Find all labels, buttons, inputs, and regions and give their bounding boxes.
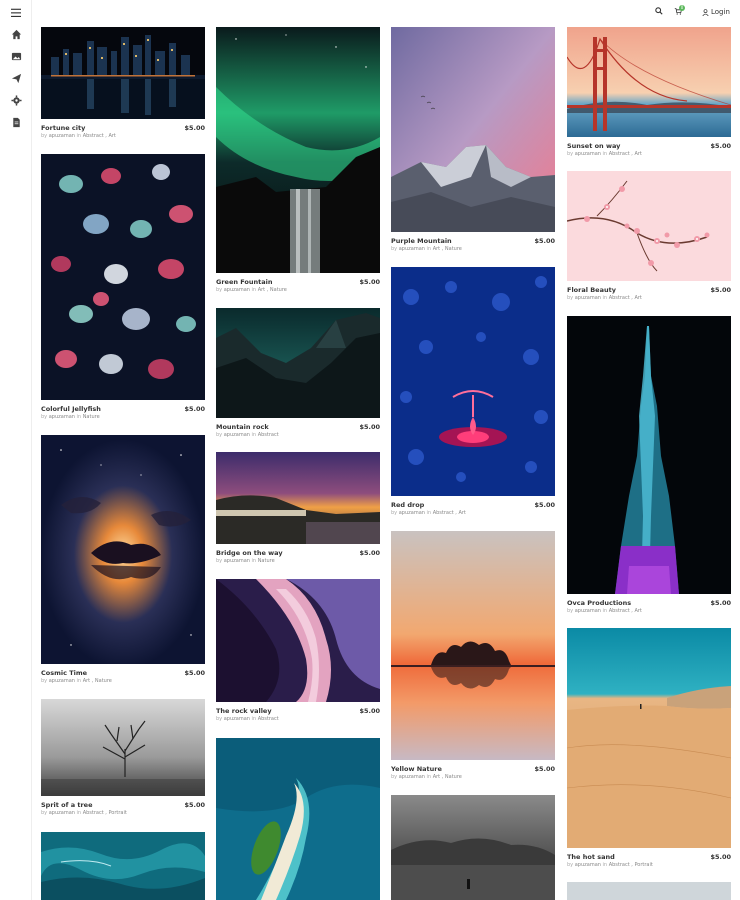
product-card-mountain-rock[interactable]: Mountain rock $5.00 by apuzaman in Abstr… bbox=[216, 308, 380, 438]
product-byline: by apuzaman in Abstract , Portrait bbox=[567, 862, 653, 868]
product-byline: by apuzaman in Abstract , Art bbox=[41, 133, 116, 139]
product-byline: by apuzaman in Abstract , Art bbox=[391, 510, 466, 516]
product-card-colorful-jellyfish[interactable]: Colorful Jellyfish $5.00 by apuzaman in … bbox=[41, 154, 205, 420]
product-card-yellow-nature[interactable]: Yellow Nature $5.00 by apuzaman in Art ,… bbox=[391, 531, 555, 780]
cart-icon[interactable]: 0 bbox=[674, 5, 685, 15]
product-card-ovca-productions[interactable]: Ovca Productions $5.00 by apuzaman in Ab… bbox=[567, 316, 731, 614]
product-card-bridge-on-the-way[interactable]: Bridge on the way $5.00 by apuzaman in N… bbox=[216, 452, 380, 564]
product-image[interactable] bbox=[391, 531, 555, 760]
product-image[interactable] bbox=[41, 435, 205, 664]
product-image[interactable] bbox=[216, 27, 380, 273]
login-label: Login bbox=[711, 8, 730, 16]
product-card-purple-mountain[interactable]: Purple Mountain $5.00 by apuzaman in Art… bbox=[391, 27, 555, 252]
product-image[interactable] bbox=[216, 452, 380, 544]
product-card-the-hot-sand[interactable]: The hot sand $5.00 by apuzaman in Abstra… bbox=[567, 628, 731, 868]
product-title[interactable]: Green Fountain bbox=[216, 278, 273, 286]
product-image[interactable] bbox=[391, 27, 555, 232]
product-price: $5.00 bbox=[359, 707, 380, 715]
product-price: $5.00 bbox=[359, 423, 380, 431]
product-price: $5.00 bbox=[359, 549, 380, 557]
product-card-floral-beauty[interactable]: Floral Beauty $5.00 by apuzaman in Abstr… bbox=[567, 171, 731, 301]
product-title[interactable]: Sprit of a tree bbox=[41, 801, 93, 809]
product-card-red-drop[interactable]: Red drop $5.00 by apuzaman in Abstract ,… bbox=[391, 267, 555, 516]
product-title[interactable]: Bridge on the way bbox=[216, 549, 283, 557]
product-image[interactable] bbox=[41, 154, 205, 400]
product-title[interactable]: Fortune city bbox=[41, 124, 86, 132]
login-link[interactable]: Login bbox=[702, 6, 730, 18]
product-byline: by apuzaman in Abstract , Portrait bbox=[41, 810, 127, 816]
product-card-green-fountain[interactable]: Green Fountain $5.00 by apuzaman in Art … bbox=[216, 27, 380, 293]
product-title[interactable]: Purple Mountain bbox=[391, 237, 452, 245]
cart-count-badge: 0 bbox=[679, 5, 685, 11]
product-byline: by apuzaman in Abstract bbox=[216, 716, 279, 722]
product-image[interactable] bbox=[216, 579, 380, 702]
product-image[interactable] bbox=[567, 882, 731, 900]
product-card-fortune-city[interactable]: Fortune city $5.00 by apuzaman in Abstra… bbox=[41, 27, 205, 139]
product-card-sprit-of-a-tree[interactable]: Sprit of a tree $5.00 by apuzaman in Abs… bbox=[41, 699, 205, 816]
product-price: $5.00 bbox=[710, 142, 731, 150]
product-byline: by apuzaman in Abstract , Art bbox=[567, 608, 642, 614]
product-byline: by apuzaman in Art , Nature bbox=[391, 246, 462, 252]
product-title[interactable]: Yellow Nature bbox=[391, 765, 442, 773]
product-card-ocean[interactable] bbox=[41, 832, 205, 900]
home-icon[interactable] bbox=[8, 26, 24, 42]
product-price: $5.00 bbox=[184, 405, 205, 413]
product-byline: by apuzaman in Art , Nature bbox=[391, 774, 462, 780]
product-title[interactable]: Floral Beauty bbox=[567, 286, 616, 294]
product-byline: by apuzaman in Abstract , Art bbox=[567, 295, 642, 301]
product-image[interactable] bbox=[567, 27, 731, 137]
product-image[interactable] bbox=[567, 171, 731, 281]
product-title[interactable]: The rock valley bbox=[216, 707, 272, 715]
settings-icon[interactable] bbox=[8, 92, 24, 108]
product-title[interactable]: The hot sand bbox=[567, 853, 615, 861]
send-icon[interactable] bbox=[8, 70, 24, 86]
product-byline: by apuzaman in Nature bbox=[41, 414, 100, 420]
product-image[interactable] bbox=[41, 832, 205, 900]
product-image[interactable] bbox=[391, 795, 555, 900]
product-byline: by apuzaman in Nature bbox=[216, 558, 275, 564]
image-icon[interactable] bbox=[8, 48, 24, 64]
product-price: $5.00 bbox=[710, 853, 731, 861]
product-title[interactable]: Mountain rock bbox=[216, 423, 269, 431]
product-card-island[interactable] bbox=[216, 738, 380, 900]
product-image[interactable] bbox=[41, 699, 205, 796]
product-price: $5.00 bbox=[534, 765, 555, 773]
product-byline: by apuzaman in Abstract , Art bbox=[567, 151, 642, 157]
product-price: $5.00 bbox=[184, 669, 205, 677]
product-card-the-rock-valley[interactable]: The rock valley $5.00 by apuzaman in Abs… bbox=[216, 579, 380, 722]
product-image[interactable] bbox=[216, 738, 380, 900]
product-image[interactable] bbox=[41, 27, 205, 119]
product-card-next[interactable] bbox=[567, 882, 731, 900]
product-image[interactable] bbox=[567, 628, 731, 848]
product-card-grey-landscape[interactable] bbox=[391, 795, 555, 900]
product-card-cosmic-time[interactable]: Cosmic Time $5.00 by apuzaman in Art , N… bbox=[41, 435, 205, 684]
product-price: $5.00 bbox=[184, 124, 205, 132]
product-price: $5.00 bbox=[710, 286, 731, 294]
product-title[interactable]: Colorful Jellyfish bbox=[41, 405, 101, 413]
product-title[interactable]: Ovca Productions bbox=[567, 599, 632, 607]
sidebar bbox=[0, 0, 32, 900]
product-byline: by apuzaman in Abstract bbox=[216, 432, 279, 438]
product-image[interactable] bbox=[567, 316, 731, 594]
product-byline: by apuzaman in Art , Nature bbox=[216, 287, 287, 293]
product-title[interactable]: Cosmic Time bbox=[41, 669, 88, 677]
product-price: $5.00 bbox=[534, 237, 555, 245]
product-price: $5.00 bbox=[359, 278, 380, 286]
user-icon bbox=[702, 8, 709, 16]
product-title[interactable]: Red drop bbox=[391, 501, 425, 509]
product-byline: by apuzaman in Art , Nature bbox=[41, 678, 112, 684]
document-icon[interactable] bbox=[8, 114, 24, 130]
product-image[interactable] bbox=[216, 308, 380, 418]
product-image[interactable] bbox=[391, 267, 555, 496]
product-price: $5.00 bbox=[534, 501, 555, 509]
product-card-sunset-on-way[interactable]: Sunset on way $5.00 by apuzaman in Abstr… bbox=[567, 27, 731, 157]
search-icon[interactable] bbox=[655, 7, 663, 15]
product-price: $5.00 bbox=[184, 801, 205, 809]
product-price: $5.00 bbox=[710, 599, 731, 607]
menu-icon[interactable] bbox=[8, 6, 24, 20]
product-title[interactable]: Sunset on way bbox=[567, 142, 621, 150]
